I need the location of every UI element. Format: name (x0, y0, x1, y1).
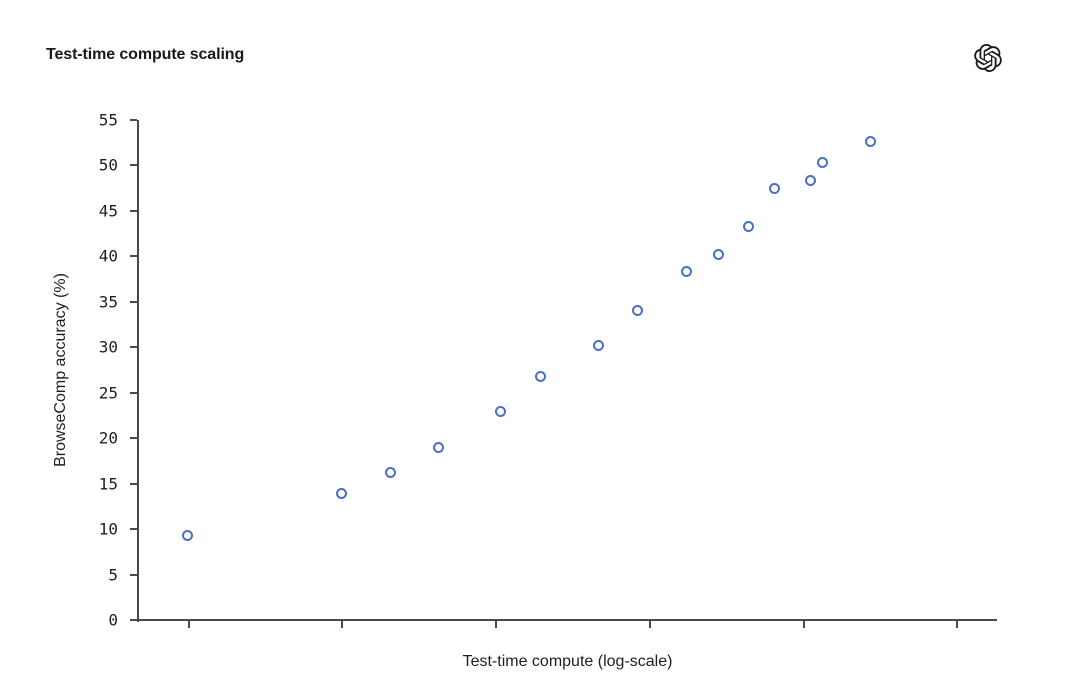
y-tick (130, 119, 137, 121)
y-tick-label: 30 (98, 337, 118, 357)
y-tick (130, 346, 137, 349)
data-point-marker (681, 266, 693, 278)
x-tick (187, 621, 190, 628)
data-point-marker (335, 488, 347, 500)
y-tick-label: 25 (98, 383, 118, 403)
y-tick-label: 35 (98, 292, 118, 312)
x-tick (956, 621, 959, 628)
data-point-marker (495, 406, 507, 418)
y-axis-label: BrowseComp accuracy (%) (52, 273, 69, 467)
openai-logo-icon (974, 44, 1002, 72)
y-tick-label: 15 (98, 474, 118, 494)
y-tick (130, 573, 137, 576)
x-tick (648, 621, 651, 628)
x-tick (495, 621, 498, 628)
data-point-marker (742, 220, 754, 232)
data-point-marker (865, 136, 877, 148)
y-tick-label: 20 (98, 428, 118, 448)
data-point-marker (182, 529, 194, 541)
data-point-marker (768, 182, 780, 194)
y-tick-label: 55 (98, 110, 118, 130)
data-point-marker (534, 370, 546, 382)
x-axis-label: Test-time compute (log-scale) (462, 653, 673, 670)
y-tick (130, 209, 137, 212)
y-tick (130, 391, 137, 394)
y-tick-label: 10 (98, 519, 118, 539)
y-tick (130, 482, 137, 485)
y-tick-label: 45 (98, 201, 118, 221)
y-tick-label: 50 (98, 155, 118, 175)
y-tick (130, 255, 137, 258)
y-tick (130, 164, 137, 167)
data-point-marker (712, 249, 724, 261)
y-axis-line (137, 120, 139, 622)
x-tick (341, 621, 344, 628)
y-tick (130, 300, 137, 303)
y-tick (130, 437, 137, 440)
y-tick (130, 619, 137, 621)
x-axis-line (137, 619, 997, 621)
data-point-marker (385, 467, 397, 479)
data-point-marker (804, 175, 816, 187)
x-tick (803, 621, 806, 628)
data-point-marker (817, 157, 829, 169)
plot-area: Test-time compute (log-scale) BrowseComp… (52, 111, 997, 670)
y-tick-label: 40 (98, 246, 118, 266)
y-tick (130, 528, 137, 531)
chart-title: Test-time compute scaling (46, 46, 245, 63)
data-point-marker (592, 339, 604, 351)
y-tick-label: 5 (108, 565, 118, 585)
data-point-marker (433, 441, 445, 453)
data-point-marker (632, 305, 644, 317)
y-tick-label: 0 (108, 610, 118, 630)
